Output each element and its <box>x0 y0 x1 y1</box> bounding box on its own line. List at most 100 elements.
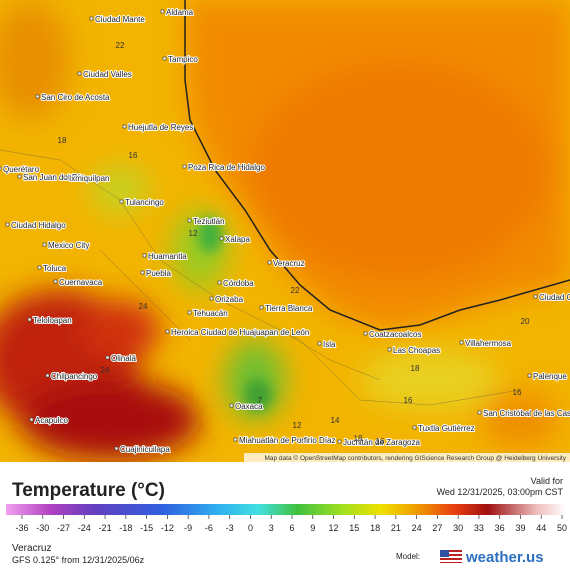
city-label: Tampico <box>168 55 198 64</box>
colorbar-tick-label: -27 <box>57 523 70 533</box>
city-marker <box>77 71 82 76</box>
city-marker <box>37 265 42 270</box>
city-label: Cuajinicuilapa <box>120 445 170 454</box>
city-marker <box>533 294 538 299</box>
temperature-value: 22 <box>291 286 300 295</box>
city-marker <box>140 270 145 275</box>
city-label: Juchitán de Zaragoza <box>343 438 420 447</box>
city-label: San Ciro de Acosta <box>41 93 110 102</box>
temperature-value: 16 <box>129 151 138 160</box>
valid-time: Wed 12/31/2025, 03:00pm CST <box>437 487 564 497</box>
borders <box>0 149 521 406</box>
colorbar-tick-label: 27 <box>432 523 442 533</box>
city-marker <box>114 446 119 451</box>
city-marker <box>5 222 10 227</box>
city-label: Tierra Blanca <box>265 304 313 313</box>
temperature-value: 18 <box>411 364 420 373</box>
city-marker <box>337 439 342 444</box>
colorbar-tick-label: 33 <box>474 523 484 533</box>
city-marker <box>162 56 167 61</box>
city-marker <box>45 373 50 378</box>
colorbar-tick-label: 36 <box>495 523 505 533</box>
city-marker <box>209 296 214 301</box>
temperature-value: 12 <box>293 421 302 430</box>
temperature-value: 7 <box>258 396 263 405</box>
city-label: Miahuatlán de Porfirio Díaz <box>239 436 336 445</box>
colorbar-tick-label: -36 <box>15 523 28 533</box>
city-label: Teziutlán <box>193 217 225 226</box>
colorbar-tick-label: -12 <box>161 523 174 533</box>
city-label: Ciudad Cármen <box>539 293 570 302</box>
city-marker <box>165 329 170 334</box>
colorbar-tick-label: -21 <box>99 523 112 533</box>
colorbar-tick-label: 50 <box>557 523 567 533</box>
colorbar-tick-label: 12 <box>329 523 339 533</box>
city-label: Orizaba <box>215 295 244 304</box>
city-marker <box>233 437 238 442</box>
city-label: San Juan del Río <box>23 173 85 182</box>
city-marker <box>267 260 272 265</box>
city-marker <box>182 164 187 169</box>
city-marker <box>17 174 22 179</box>
valid-label: Valid for <box>531 476 563 486</box>
city-label: San Cristóbal de las Casas <box>483 409 570 418</box>
location: Veracruz <box>12 543 51 554</box>
temperature-value: 18 <box>58 136 67 145</box>
city-label: Ciudad Hidalgo <box>11 221 66 230</box>
city-label: Ciudad Mante <box>95 15 145 24</box>
temperature-value: 16 <box>513 388 522 397</box>
city-marker <box>229 403 234 408</box>
temperature-value: 16 <box>376 437 385 446</box>
legend-title: Temperature (°C) <box>12 480 165 501</box>
colorbar-tick-label: 6 <box>289 523 294 533</box>
temperature-value: 24 <box>139 302 148 311</box>
city-label: Toluca <box>43 264 67 273</box>
city-label: Cuernavaca <box>59 278 103 287</box>
city-label: Ciudad Valles <box>83 70 132 79</box>
city-label: Ixmiquilpan <box>69 174 109 183</box>
city-label: Villahermosa <box>465 339 512 348</box>
map: Map data © OpenStreetMap contributors, r… <box>0 0 570 462</box>
city-marker <box>160 9 165 14</box>
city-label: Poza Rica de Hidalgo <box>188 163 265 172</box>
city-label: Chilpancingo <box>51 372 98 381</box>
city-marker <box>527 373 532 378</box>
city-marker <box>142 253 147 258</box>
colorbar-tick-label: 9 <box>310 523 315 533</box>
city-label: Huejutla de Reyes <box>128 123 193 132</box>
city-marker <box>219 236 224 241</box>
city-label: Isla <box>323 340 336 349</box>
colorbar-tick-label: -15 <box>140 523 153 533</box>
city-label: Coatzacoalcos <box>369 330 421 339</box>
colorbar-tick-label: 18 <box>370 523 380 533</box>
city-label: Querétaro <box>3 165 40 174</box>
city-label: Acapulco <box>35 416 68 425</box>
model-label: Model: <box>396 552 420 561</box>
temperature-value: 22 <box>116 41 125 50</box>
temperature-value: 18 <box>354 434 363 443</box>
city-marker <box>27 317 32 322</box>
coastline <box>184 0 570 331</box>
colorbar-tick-label: 15 <box>349 523 359 533</box>
colorbar-tick-label: 44 <box>536 523 546 533</box>
colorbar <box>6 504 566 515</box>
attribution: Map data © OpenStreetMap contributors, r… <box>264 454 566 462</box>
city-label: Las Choapas <box>393 346 440 355</box>
city-label: Tulancingo <box>125 198 164 207</box>
city-marker <box>89 16 94 21</box>
colorbar-tick-label: -6 <box>205 523 213 533</box>
colorbar-tick-label: 30 <box>453 523 463 533</box>
city-marker <box>42 242 47 247</box>
city-marker <box>459 340 464 345</box>
city-marker <box>187 310 192 315</box>
colorbar-tick-label: -9 <box>184 523 192 533</box>
city-label: Olinalá <box>111 354 136 363</box>
model-run: GFS 0.125° from 12/31/2025/06z <box>12 555 145 565</box>
city-label: Heroica Ciudad de Huajuapan de León <box>171 328 309 337</box>
colorbar-tick-label: 3 <box>269 523 274 533</box>
city-label: Teloloapan <box>33 316 72 325</box>
city-label: Oaxaca <box>235 402 263 411</box>
colorbar-tick-label: -18 <box>119 523 132 533</box>
